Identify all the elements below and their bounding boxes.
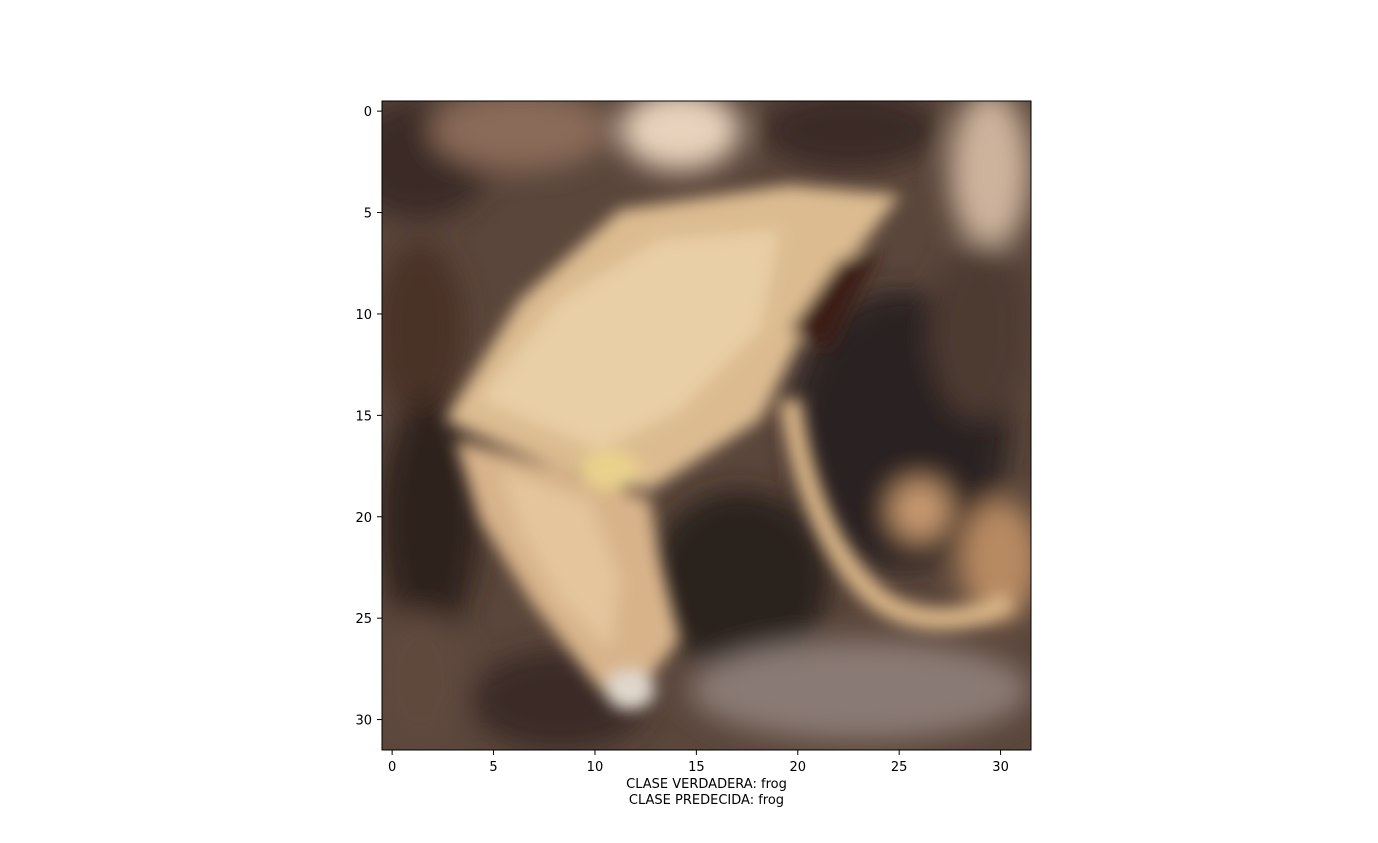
axes-frame bbox=[381, 100, 1032, 751]
y-tick-label: 15 bbox=[355, 409, 372, 424]
y-tick-label: 5 bbox=[364, 207, 372, 222]
axis-caption: CLASE VERDADERA: frog CLASE PREDECIDA: f… bbox=[382, 777, 1031, 809]
x-tick-label: 15 bbox=[688, 760, 705, 775]
x-axis: 0 5 10 15 20 25 30 bbox=[388, 750, 1009, 775]
x-tick-label: 20 bbox=[789, 760, 806, 775]
true-class-label: CLASE VERDADERA: frog bbox=[626, 777, 787, 792]
y-tick-label: 0 bbox=[364, 105, 372, 120]
x-tick-label: 10 bbox=[587, 760, 604, 775]
predicted-class-label: CLASE PREDECIDA: frog bbox=[628, 793, 785, 808]
y-tick-label: 10 bbox=[355, 308, 372, 323]
y-tick-label: 20 bbox=[355, 511, 372, 526]
x-tick-label: 0 bbox=[388, 760, 396, 775]
y-tick-label: 25 bbox=[355, 612, 372, 627]
y-axis: 0 5 10 15 20 25 30 bbox=[355, 105, 382, 729]
x-tick-label: 30 bbox=[992, 760, 1009, 775]
y-tick-label: 30 bbox=[355, 714, 372, 729]
frog-image bbox=[382, 101, 1031, 750]
x-tick-label: 25 bbox=[891, 760, 908, 775]
x-tick-label: 5 bbox=[489, 760, 497, 775]
